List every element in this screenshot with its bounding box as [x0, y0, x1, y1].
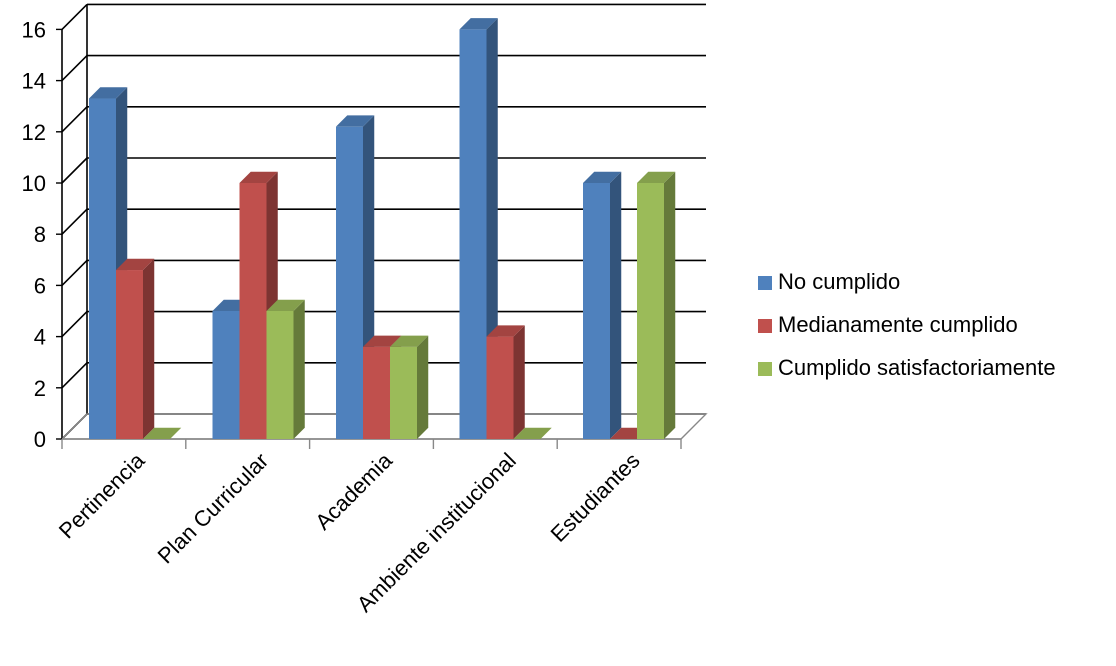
legend-label: Cumplido satisfactoriamente: [778, 355, 1056, 380]
bar: [266, 299, 305, 439]
bar: [583, 171, 622, 439]
bar: [637, 171, 676, 439]
gridlines: [61, 3, 706, 440]
y-tick-labels: 0 2 4 6 8 10 12 14 16: [22, 17, 46, 452]
legend-label: Medianamente cumplido: [778, 312, 1018, 337]
category-label: Academia: [310, 447, 397, 534]
y-tick-label: 2: [34, 376, 46, 401]
y-tick-label: 6: [34, 273, 46, 298]
legend-item: Medianamente cumplido: [758, 312, 1018, 337]
y-tick-label: 14: [22, 69, 46, 94]
y-tick-label: 0: [34, 427, 46, 452]
legend-item: Cumplido satisfactoriamente: [758, 355, 1056, 380]
gridline-diagonal-4: [61, 311, 88, 338]
gridline-diagonal-2: [61, 362, 88, 389]
category-labels: Pertinencia Plan Curricular AcademiaAmbien…: [54, 447, 645, 617]
gridline-diagonal-8: [61, 208, 88, 235]
bar: [390, 335, 429, 439]
bar: [513, 427, 552, 439]
y-tick-label: 4: [34, 325, 46, 350]
category-label: Pertinencia: [54, 447, 150, 543]
legend-swatch: [758, 319, 772, 333]
gridline-diagonal-6: [61, 259, 88, 286]
gridline-diagonal-10: [61, 157, 88, 184]
y-tick-label: 10: [22, 171, 46, 196]
gridline-diagonal-12: [61, 106, 88, 133]
y-tick-label: 16: [22, 17, 46, 42]
bar: [486, 325, 525, 439]
legend-label: No cumplido: [778, 269, 900, 294]
legend-item: No cumplido: [758, 269, 900, 294]
bar: [336, 115, 375, 440]
gridline-diagonal-16: [61, 3, 88, 30]
bars: [89, 18, 676, 440]
legend-swatch: [758, 362, 772, 376]
legend-swatch: [758, 276, 772, 290]
category-label: Plan Curricular: [153, 448, 274, 569]
category-label: Estudiantes: [546, 448, 645, 547]
bar: [143, 427, 182, 439]
gridline-diagonal-14: [61, 55, 88, 82]
legend: No cumplido Medianamente cumplido Cumplido…: [758, 269, 1056, 380]
bar: [116, 258, 155, 439]
bar: [89, 87, 128, 440]
y-tick-label: 8: [34, 222, 46, 247]
y-tick-label: 12: [22, 120, 46, 145]
